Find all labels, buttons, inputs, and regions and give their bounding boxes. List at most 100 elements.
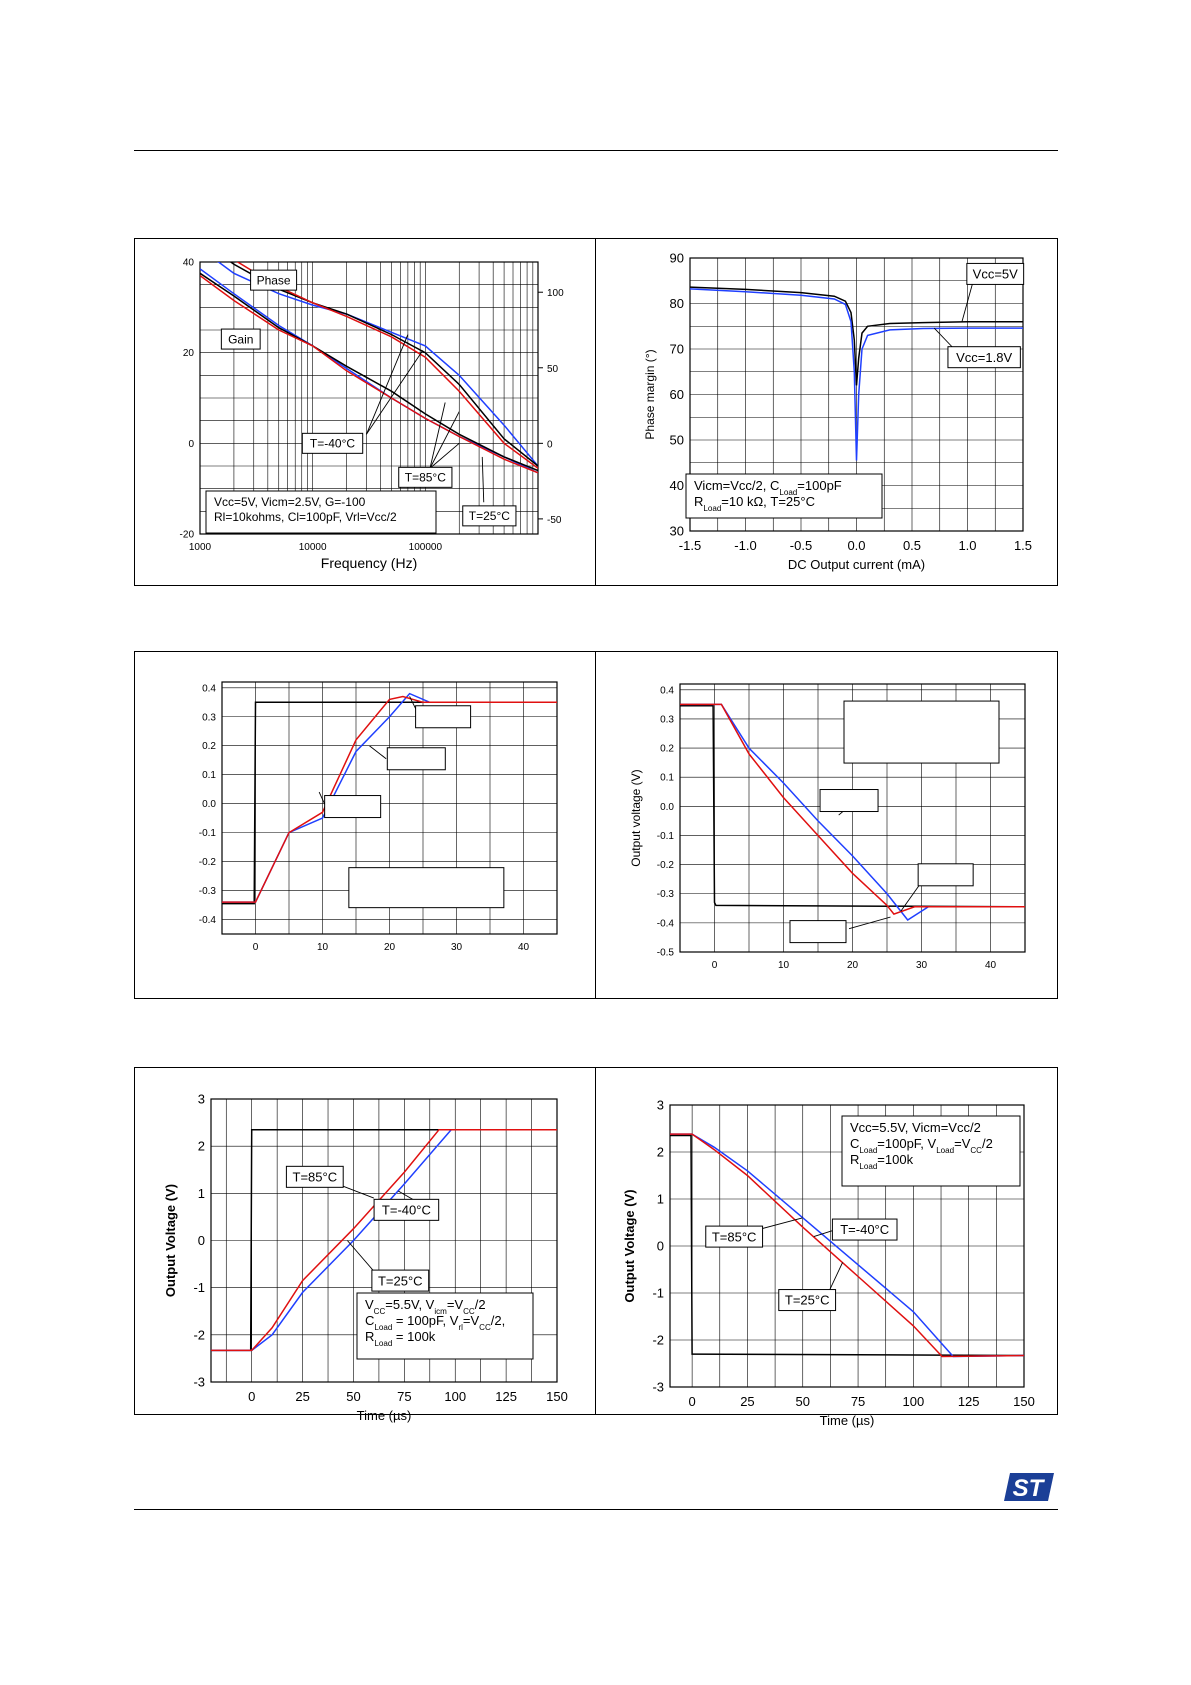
- y-right-tick-label: 100: [547, 288, 564, 299]
- conditions-fragment: Vicm=Vcc/2, C: [694, 478, 779, 493]
- x-tick-label: 50: [796, 1394, 810, 1409]
- conditions-fragment: CC: [970, 1146, 982, 1155]
- annotation-label: T=25°C: [378, 1273, 423, 1288]
- y-axis-label: Output voltage (V): [629, 769, 643, 866]
- x-tick-label: 150: [546, 1389, 568, 1404]
- annotation-box: [324, 795, 382, 819]
- y-tick-label: 80: [670, 296, 684, 311]
- x-tick-label: 25: [295, 1389, 309, 1404]
- x-axis-label: DC Output current (mA): [788, 557, 925, 572]
- conditions-fragment: =V: [463, 1313, 480, 1328]
- y-tick-label: -2: [652, 1333, 664, 1348]
- conditions-fragment: icm: [434, 1307, 447, 1316]
- y-axis-label: Phase margin (°): [643, 349, 657, 439]
- conditions-fragment: CC: [374, 1307, 386, 1316]
- x-tick-label: 0: [253, 942, 259, 953]
- x-tick-label: 0: [689, 1394, 696, 1409]
- conditions-fragment: Load: [936, 1146, 954, 1155]
- y-tick-label: 1: [657, 1192, 664, 1207]
- st-logo: ST: [1004, 1473, 1054, 1502]
- leader-line: [900, 881, 922, 912]
- conditions-box: [205, 490, 437, 534]
- conditions-fragment: Load: [703, 504, 721, 513]
- conditions-fragment: CC: [463, 1307, 475, 1316]
- annotation-box: [371, 1269, 430, 1292]
- y-tick-label: 0: [188, 439, 194, 450]
- series-line-blue: [680, 703, 1025, 921]
- conditions-text: VCC=5.5V, Vicm=VCC/2 CLoad = 100pF, Vrl=V…: [365, 1297, 505, 1348]
- series-line-red: [670, 1133, 1024, 1358]
- header-rule: [134, 150, 1058, 151]
- annotation-box: [705, 1225, 764, 1248]
- annotation-box: [250, 269, 298, 291]
- x-tick-label: 10: [778, 960, 790, 971]
- plot-frame: [689, 257, 1024, 532]
- series-line-black: [690, 286, 1023, 386]
- plot-frame: [669, 1104, 1025, 1388]
- leader-line: [347, 1240, 375, 1272]
- annotation-label: Vcc=1.8V: [956, 350, 1012, 365]
- annotation-box: [778, 1289, 837, 1312]
- y-tick-label: 40: [670, 478, 684, 493]
- y-tick-label: 1: [198, 1186, 205, 1201]
- annotation-label: T=-40°C: [840, 1222, 889, 1237]
- conditions-fragment: C: [365, 1313, 374, 1328]
- y-tick-label: 60: [670, 387, 684, 402]
- panel-divider: [595, 652, 596, 998]
- x-tick-label: 100000: [409, 542, 443, 553]
- y-tick-label: 20: [183, 348, 195, 359]
- y-tick-label: -1: [193, 1280, 205, 1295]
- annotation-label: T=25°C: [469, 509, 510, 523]
- annotation-box: [966, 262, 1025, 285]
- conditions-fragment: Load: [374, 1339, 392, 1348]
- conditions-fragment: rl: [458, 1323, 463, 1332]
- x-tick-label: 125: [495, 1389, 517, 1404]
- leader-line: [961, 281, 974, 322]
- y-tick-label: 0: [198, 1233, 205, 1248]
- series-line-black: [670, 1134, 1024, 1357]
- y-tick-label: -20: [180, 530, 195, 541]
- y-tick-label: 0.0: [660, 802, 674, 813]
- y-tick-label: 0.3: [202, 712, 216, 723]
- series-line-red: [222, 695, 557, 903]
- annotation-label: T=85°C: [405, 471, 446, 485]
- leader-line: [848, 916, 891, 930]
- leader-line: [369, 745, 387, 760]
- series-line-red: [200, 274, 538, 474]
- series-line-black: [200, 272, 538, 472]
- conditions-fragment: Load: [779, 488, 797, 497]
- conditions-fragment: V: [365, 1297, 374, 1312]
- series-line-red: [680, 703, 1025, 915]
- annotation-label: Vcc=5V: [973, 267, 1018, 282]
- leader-line: [366, 334, 409, 435]
- y-tick-label: 2: [657, 1145, 664, 1160]
- x-axis-label: Time (µs): [820, 1413, 875, 1428]
- annotation-box: [285, 1165, 344, 1188]
- x-tick-label: 150: [1013, 1394, 1035, 1409]
- x-tick-label: 40: [985, 960, 997, 971]
- conditions-fragment: /2: [982, 1136, 993, 1151]
- annotation-label: T=85°C: [712, 1229, 757, 1244]
- conditions-fragment: Vcc=5.5V, Vicm=Vcc/2: [850, 1120, 981, 1135]
- x-tick-label: 30: [451, 942, 463, 953]
- annotation-label: Phase: [257, 273, 291, 287]
- y-tick-label: -0.3: [199, 886, 217, 897]
- series-line-blue: [211, 1128, 557, 1352]
- conditions-box: [841, 1115, 1021, 1187]
- x-tick-label: 1.5: [1014, 538, 1032, 553]
- x-tick-label: 100: [444, 1389, 466, 1404]
- annotation-box: [386, 747, 446, 771]
- conditions-fragment: Load: [859, 1162, 877, 1171]
- annotation-box: [373, 1198, 440, 1221]
- leader-line: [481, 456, 485, 503]
- leader-line: [933, 327, 955, 350]
- x-tick-label: 1.0: [958, 538, 976, 553]
- annotation-box: [398, 466, 453, 488]
- conditions-fragment: R: [694, 494, 703, 509]
- y-tick-label: 0: [657, 1239, 664, 1254]
- y-tick-label: 0.1: [202, 770, 216, 781]
- y-tick-label: 0.0: [202, 799, 216, 810]
